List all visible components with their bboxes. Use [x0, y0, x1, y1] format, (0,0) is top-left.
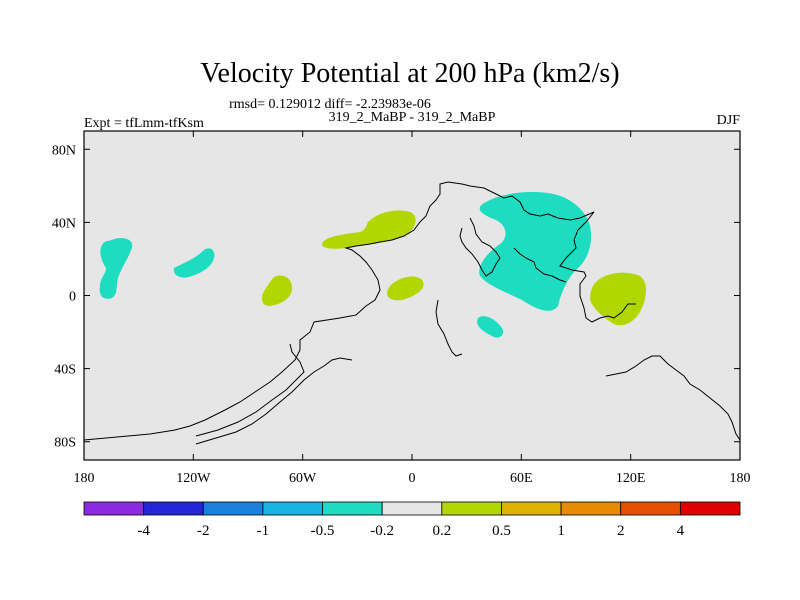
- anomaly-tropical-atlantic: [387, 276, 424, 301]
- y-axis: 80N 40N 0 40S 80S: [52, 143, 740, 451]
- stats-line: rmsd= 0.129012 diff= -2.23983e-06: [229, 97, 431, 112]
- y-tick-label: 80N: [52, 143, 76, 158]
- colorbar: -4 -2 -1 -0.5 -0.2 0.2 0.5 1 2 4: [83, 501, 741, 539]
- anomaly-central-pacific: [99, 238, 133, 299]
- coastline-americas: [83, 181, 497, 441]
- y-tick-label: 40S: [54, 363, 76, 378]
- anomaly-east-pacific: [261, 275, 292, 306]
- coastline-eurasia: [495, 193, 636, 323]
- colorbar-box: [202, 501, 264, 516]
- colorbar-box: [322, 501, 383, 516]
- subtitle-left: Expt = tfLmm-tfKsm: [84, 116, 204, 131]
- colorbar-label: 0.2: [432, 523, 451, 539]
- coastlines: [83, 181, 741, 445]
- x-tick-label: 120W: [176, 471, 211, 486]
- colorbar-box: [381, 501, 443, 516]
- colorbar-label: -1: [257, 523, 270, 539]
- colorbar-box: [679, 501, 741, 516]
- x-tick-label: 180: [74, 471, 95, 486]
- y-tick-label: 0: [69, 290, 76, 305]
- x-tick-label: 180: [730, 471, 751, 486]
- coastline-asia-east: [513, 247, 567, 283]
- y-tick-label: 40N: [52, 216, 76, 231]
- x-axis: 180 120W 60W 0 60E 120E 180: [74, 131, 751, 486]
- anomaly-arabian-sea: [477, 316, 504, 338]
- colorbar-label: -0.5: [311, 523, 335, 539]
- y-tick-label: 80S: [54, 436, 76, 451]
- colorbar-box: [83, 501, 145, 516]
- x-tick-label: 60W: [289, 471, 317, 486]
- colorbar-box: [620, 501, 681, 516]
- subtitle-center: 319_2_MaBP - 319_2_MaBP: [329, 110, 496, 125]
- colorbar-label: 1: [557, 523, 565, 539]
- subtitle-right: DJF: [717, 113, 741, 128]
- coastline-south-america-inner: [195, 343, 305, 437]
- anomaly-tropical-east-pacific: [173, 248, 215, 278]
- colorbar-label: -2: [197, 523, 210, 539]
- colorbar-label: -0.2: [370, 523, 394, 539]
- x-tick-label: 0: [409, 471, 416, 486]
- x-tick-label: 60E: [510, 471, 533, 486]
- colorbar-label: -4: [137, 523, 150, 539]
- coastline-australia: [605, 355, 741, 441]
- coastline-south-america-ridge: [195, 357, 353, 445]
- chart-title: Velocity Potential at 200 hPa (km2/s): [200, 58, 619, 89]
- map-panel: 180 120W 60W 0 60E 120E 180 80N 40N 0 40S 80S: [52, 130, 751, 486]
- colorbar-box: [560, 501, 622, 516]
- colorbar-label: 4: [677, 523, 685, 539]
- colorbar-box: [501, 501, 562, 516]
- coastline-arabia: [459, 217, 501, 277]
- x-tick-label: 120E: [616, 471, 646, 486]
- anomaly-gulf-of-mexico: [322, 210, 416, 249]
- colorbar-label: 0.5: [492, 523, 511, 539]
- colorbar-box: [441, 501, 502, 516]
- anomaly-maritime-continent: [590, 272, 647, 326]
- colorbar-box: [143, 501, 204, 516]
- colorbar-label: 2: [617, 523, 625, 539]
- colorbar-box: [262, 501, 323, 516]
- coastline-africa-west: [435, 299, 463, 357]
